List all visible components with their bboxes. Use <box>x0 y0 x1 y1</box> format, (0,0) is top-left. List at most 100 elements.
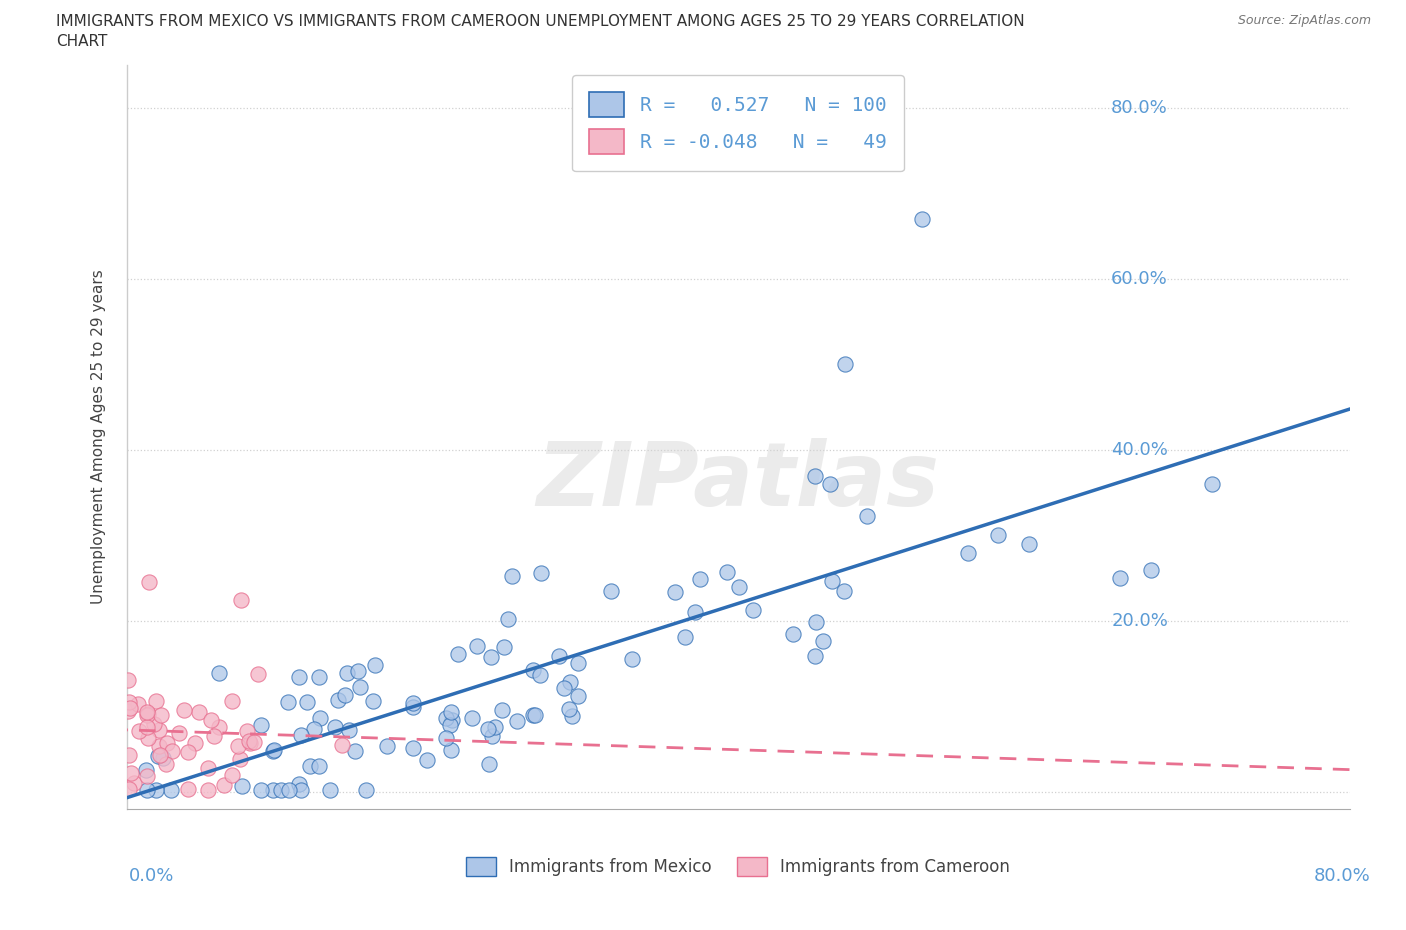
Point <box>484 719 506 734</box>
Point <box>336 665 359 680</box>
Point <box>434 711 457 725</box>
Point <box>136 705 159 720</box>
Point <box>496 611 519 626</box>
Point <box>548 648 571 663</box>
Point <box>402 696 425 711</box>
Point <box>120 700 142 715</box>
Point <box>128 724 150 738</box>
Point <box>441 713 464 728</box>
Point <box>440 705 463 720</box>
Point <box>821 574 844 589</box>
Point <box>330 737 353 752</box>
Point <box>197 783 219 798</box>
Point <box>683 604 706 619</box>
Point <box>208 719 231 734</box>
Point <box>127 697 149 711</box>
Point <box>270 783 292 798</box>
Text: 60.0%: 60.0% <box>1111 270 1168 288</box>
Point <box>716 565 738 579</box>
Point <box>176 744 198 759</box>
Point <box>478 756 501 771</box>
Point <box>135 783 157 798</box>
Point <box>335 687 357 702</box>
Point <box>664 585 686 600</box>
Point <box>184 736 207 751</box>
Point <box>136 720 159 735</box>
Point <box>146 749 169 764</box>
Point <box>229 752 252 767</box>
Point <box>118 782 141 797</box>
Point <box>477 722 499 737</box>
Point <box>447 646 470 661</box>
Point <box>491 702 513 717</box>
Point <box>402 741 425 756</box>
Point <box>349 680 371 695</box>
Point <box>231 778 253 793</box>
Point <box>150 708 173 723</box>
Point <box>173 703 195 718</box>
Point <box>481 729 503 744</box>
Point <box>308 670 330 684</box>
Point <box>440 743 463 758</box>
Point <box>145 783 167 798</box>
Point <box>673 630 696 644</box>
Point <box>118 747 141 762</box>
Point <box>818 477 841 492</box>
Point <box>221 694 243 709</box>
Point <box>136 706 159 721</box>
Point <box>235 724 257 738</box>
Point <box>522 708 544 723</box>
Point <box>375 738 398 753</box>
Point <box>599 584 621 599</box>
Point <box>135 763 157 777</box>
Point <box>522 663 544 678</box>
Point <box>323 720 346 735</box>
Point <box>288 777 311 791</box>
Point <box>506 714 529 729</box>
Point <box>319 783 342 798</box>
Point <box>221 768 243 783</box>
Point <box>782 627 804 642</box>
Point <box>214 777 236 792</box>
Point <box>803 468 825 483</box>
Point <box>238 734 260 749</box>
Point <box>361 694 384 709</box>
Point <box>118 695 141 710</box>
Text: 20.0%: 20.0% <box>1111 612 1168 630</box>
Text: 0.0%: 0.0% <box>129 867 174 884</box>
Point <box>162 743 184 758</box>
Point <box>460 711 482 725</box>
Point <box>494 640 516 655</box>
Point <box>416 752 439 767</box>
Point <box>620 651 643 666</box>
Point <box>160 783 183 798</box>
Point <box>558 701 581 716</box>
Point <box>1109 571 1132 586</box>
Point <box>290 783 312 798</box>
Point <box>188 705 211 720</box>
Point <box>987 528 1010 543</box>
Point <box>117 703 139 718</box>
Point <box>530 566 553 581</box>
Text: ZIPatlas: ZIPatlas <box>537 438 939 525</box>
Point <box>156 736 179 751</box>
Point <box>402 700 425 715</box>
Point <box>152 751 174 765</box>
Point <box>308 759 330 774</box>
Point <box>290 727 312 742</box>
Point <box>117 672 139 687</box>
Point <box>239 736 262 751</box>
Point <box>122 776 145 790</box>
Point <box>145 693 167 708</box>
Point <box>523 708 546 723</box>
Point <box>689 572 711 587</box>
Point <box>481 650 503 665</box>
Point <box>501 569 523 584</box>
Point <box>911 212 934 227</box>
Text: Source: ZipAtlas.com: Source: ZipAtlas.com <box>1237 14 1371 27</box>
Point <box>295 695 318 710</box>
Point <box>804 648 827 663</box>
Point <box>200 712 222 727</box>
Point <box>299 759 322 774</box>
Point <box>834 357 856 372</box>
